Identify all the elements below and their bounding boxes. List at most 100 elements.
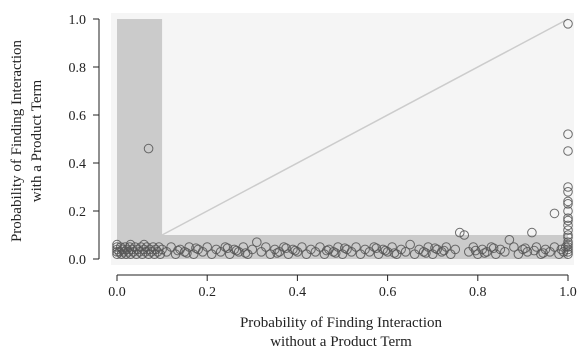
data-point-59 [154,242,164,252]
data-point-167 [479,248,490,258]
data-point-114 [400,247,411,257]
data-point-99 [333,242,343,252]
data-point-157 [371,243,382,253]
data-point-18 [504,235,515,245]
data-point-151 [563,239,573,250]
data-point-4 [563,146,573,156]
data-point-166 [430,243,440,253]
y-tick-label-4: 0.8 [69,61,87,76]
shaded-region-1 [117,19,163,259]
data-point-26 [112,247,122,257]
data-point-12 [563,220,573,231]
data-point-133 [500,247,510,257]
data-point-168 [529,245,539,256]
x-tick-label-3: 0.6 [379,285,397,300]
data-point-174 [439,245,449,256]
data-point-136 [518,244,528,255]
data-point-173 [389,248,400,258]
data-point-33 [117,244,128,255]
data-point-46 [134,247,145,257]
data-point-170 [240,248,251,258]
plot-area [111,13,574,265]
y-tick-label-0: 0.0 [69,253,87,268]
data-point-172 [339,243,350,253]
data-point-50 [140,247,151,257]
x-axis-label-line-1: Probability of Finding Interaction [240,315,443,331]
data-point-14 [563,230,573,240]
data-point-162 [231,245,242,256]
data-point-16 [549,208,560,219]
data-point-15 [563,232,573,243]
data-point-13 [563,225,573,235]
x-tick-label-2: 0.4 [289,285,307,300]
data-point-21 [405,239,415,250]
data-point-101 [342,244,352,255]
data-point-5 [563,182,573,192]
data-point-40 [125,249,136,259]
data-point-153 [173,245,183,256]
data-point-161 [182,248,192,258]
data-point-134 [509,242,519,252]
data-point-71 [202,242,212,252]
data-point-120 [432,244,443,255]
y-axis-label-line-1: Probability of Finding Interaction [9,39,25,242]
x-axis-label-line-2: without a Product Term [270,334,412,350]
data-point-132 [495,244,506,255]
data-point-107 [369,242,379,252]
data-point-89 [288,244,298,255]
data-point-69 [193,244,203,255]
data-point-165 [380,245,391,256]
data-point-147 [563,249,573,259]
data-point-152 [563,237,573,247]
data-point-61 [157,244,167,255]
data-point-159 [470,245,481,256]
data-points [112,19,573,259]
data-point-77 [229,244,240,255]
data-point-75 [220,242,231,252]
data-point-7 [563,196,573,207]
data-point-52 [143,249,154,259]
y-tick-label-2: 0.4 [69,157,87,172]
data-point-11 [563,215,573,226]
data-point-60 [155,249,166,259]
reference-line [161,18,569,236]
y-tick-label-5: 1.0 [69,13,87,28]
data-point-148 [563,247,573,257]
data-point-155 [272,248,282,258]
data-point-54 [146,247,157,257]
data-point-93 [306,244,316,255]
data-point-42 [128,247,139,257]
data-point-160 [520,243,530,253]
y-tick-label-1: 0.2 [69,205,87,220]
data-point-20 [459,230,470,240]
x-tick-label-1: 0.2 [198,285,216,300]
data-point-23 [139,239,149,250]
x-tick-label-4: 0.8 [469,285,487,300]
y-tick-label-3: 0.6 [69,109,87,124]
data-point-144 [556,244,567,255]
data-point-130 [486,242,497,252]
data-point-10 [563,213,573,223]
data-point-67 [184,242,194,252]
data-point-83 [261,242,271,252]
data-point-87 [279,242,289,252]
data-point-154 [222,243,233,253]
data-point-73 [211,244,222,255]
data-point-163 [281,243,291,253]
data-point-118 [423,242,433,252]
data-point-56 [149,249,160,259]
data-point-9 [563,206,573,216]
data-point-149 [563,244,573,255]
data-point-1 [143,143,154,154]
data-point-124 [450,244,461,255]
data-point-156 [321,245,332,256]
x-tick-label-5: 1.0 [559,285,577,300]
data-point-158 [421,248,431,258]
data-point-171 [290,245,300,256]
data-point-176 [538,248,548,258]
data-point-44 [131,249,142,259]
data-point-150 [563,242,573,252]
data-point-146 [560,242,571,252]
data-point-105 [360,244,370,255]
